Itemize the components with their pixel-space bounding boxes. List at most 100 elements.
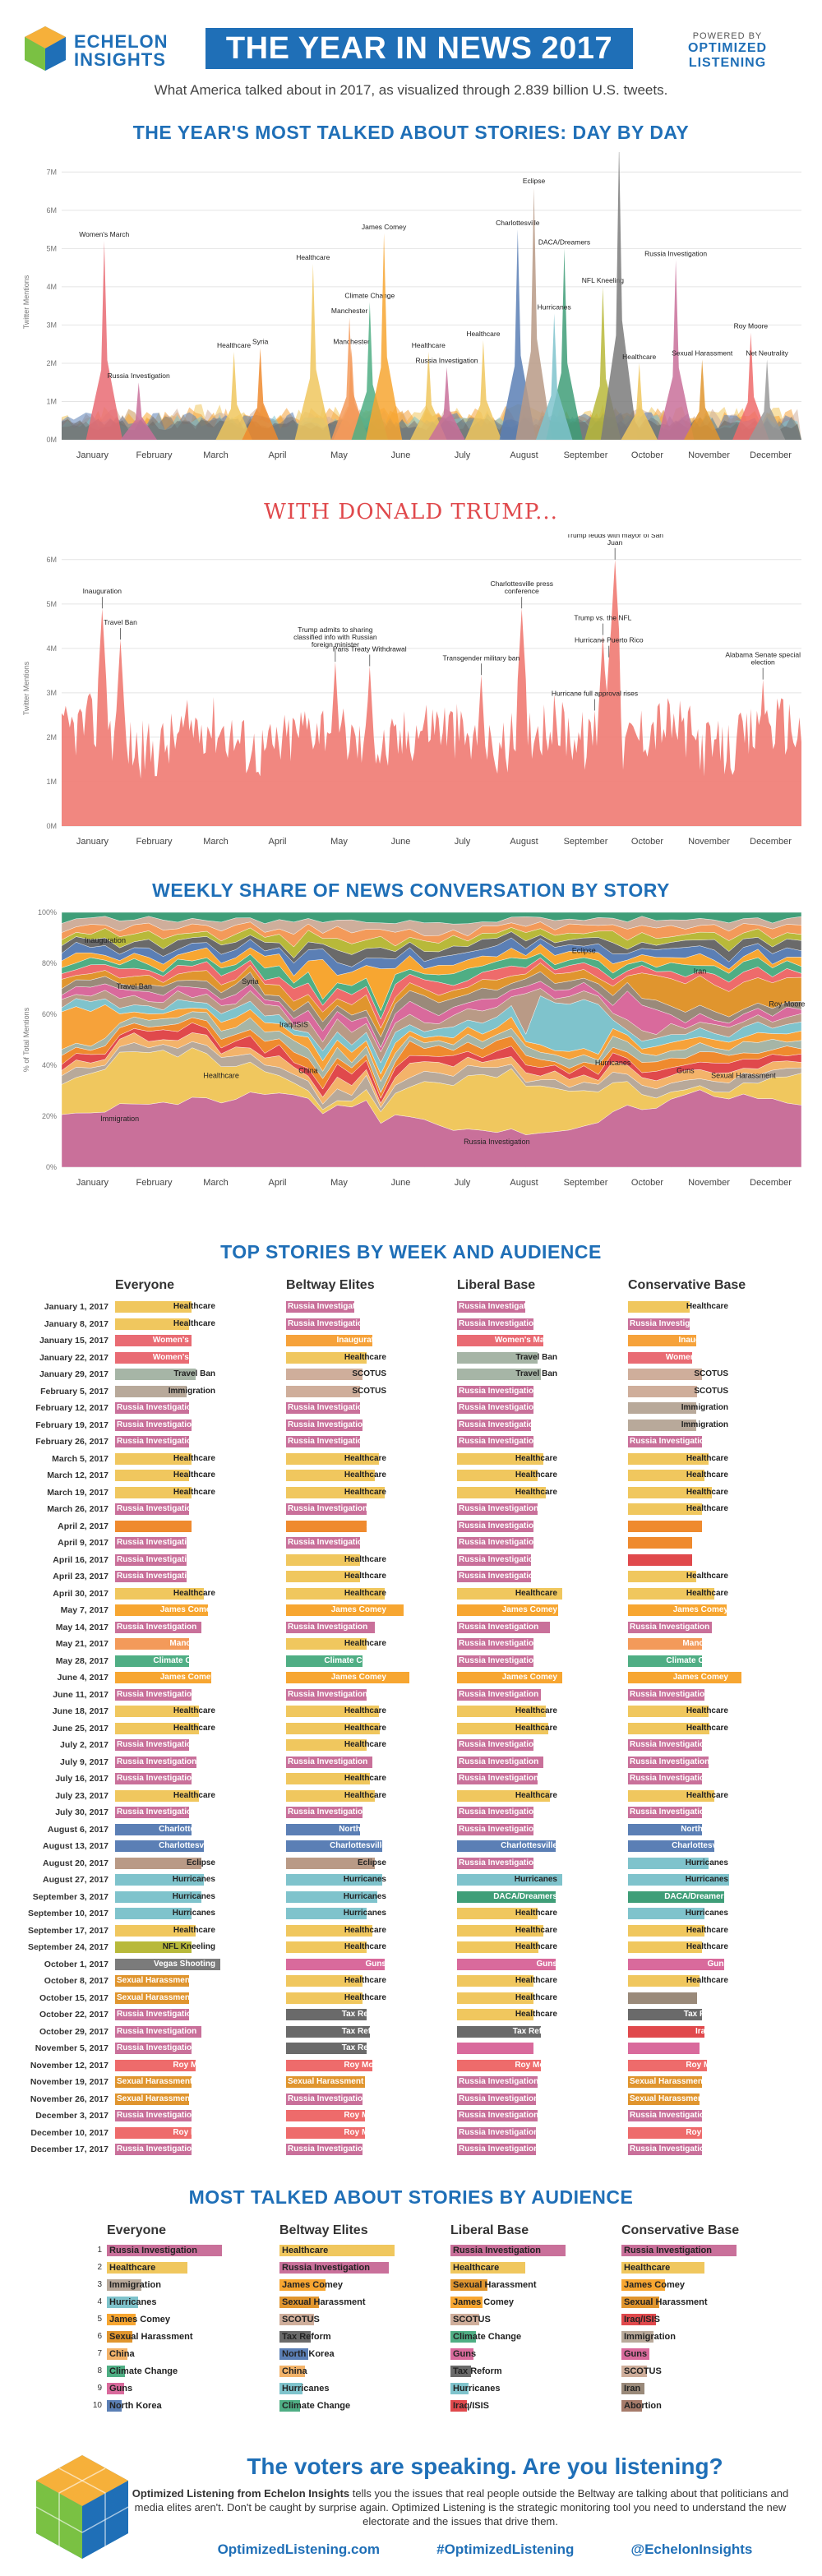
x-tick-label: February <box>136 1178 173 1188</box>
audience-story-bar <box>621 2245 737 2256</box>
week-story-label: Hurricanes <box>685 1875 728 1884</box>
week-story-label: Immigration <box>168 1386 215 1396</box>
audience-story-bar <box>279 2314 314 2325</box>
week-story-bar <box>628 1739 702 1751</box>
week-story-bar <box>115 2043 192 2054</box>
audience-story-bar <box>107 2348 128 2360</box>
week-date-label: September 10, 2017 <box>27 1909 109 1918</box>
audience-story-label: Russia Investigation <box>624 2246 712 2255</box>
y-tick-label: 6M <box>46 556 57 564</box>
spike-label: James Comey <box>362 223 407 231</box>
x-tick-label: January <box>76 837 109 847</box>
week-story-bar <box>457 1436 533 1447</box>
spike-label: Net Neutrality <box>746 349 788 357</box>
spike-label: Climate Change <box>344 292 395 300</box>
week-story-bar <box>457 1537 533 1549</box>
week-story-bar <box>457 1874 562 1886</box>
week-story-bar <box>286 1672 409 1683</box>
x-tick-label: May <box>330 837 348 847</box>
week-story-bar <box>115 1739 189 1751</box>
audience-story-label: James Comey <box>109 2315 170 2324</box>
week-story-label: Russia Investigation <box>117 1807 197 1817</box>
week-story-bar <box>115 1672 211 1683</box>
audience-story-bar <box>279 2262 389 2274</box>
week-story-label: Healthcare <box>515 1909 557 1918</box>
twitter-handle-link[interactable]: @EchelonInsights <box>630 2541 753 2557</box>
week-date-label: August 13, 2017 <box>43 1841 109 1851</box>
week-story-label: Manchester <box>682 1639 728 1648</box>
spike-label: Women's March <box>79 230 129 238</box>
audience-story-label: Sexual Harassment <box>282 2297 366 2307</box>
audience-story-label: James Comey <box>624 2280 685 2290</box>
week-story-bar <box>115 1908 192 1919</box>
event-label: Transgender military ban <box>443 653 520 662</box>
week-story-bar <box>628 1874 729 1886</box>
story-spike <box>515 187 552 440</box>
week-story-bar <box>628 2043 700 2054</box>
week-date-label: November 12, 2017 <box>30 2060 109 2070</box>
week-story-label: Eclipse <box>186 1858 215 1867</box>
week-story-bar <box>457 2110 538 2121</box>
week-story-label: Healthcare <box>515 1453 557 1463</box>
week-story-label: Roy Moore <box>686 2127 728 2137</box>
x-tick-label: December <box>750 837 792 847</box>
week-story-bar <box>628 1385 697 1397</box>
week-date-label: August 27, 2017 <box>43 1875 109 1885</box>
week-story-label: Russia Investigation <box>459 1757 539 1766</box>
week-story-label: Climate Change <box>666 1655 728 1665</box>
week-story-label: Russia Investigation <box>117 1538 197 1547</box>
week-story-bar <box>457 1958 556 1970</box>
week-story-bar <box>457 1571 531 1582</box>
week-story-bar <box>115 1452 192 1465</box>
week-story-bar <box>286 1452 379 1465</box>
echelon-cube-icon <box>35 2455 129 2559</box>
y-tick-label: 2M <box>46 359 57 367</box>
story-spike <box>748 359 786 440</box>
story-spike <box>120 382 157 440</box>
audience-story-label: James Comey <box>282 2280 343 2290</box>
footer-links: OptimizedListening.com #OptimizedListeni… <box>189 2541 781 2558</box>
week-story-label: Healthcare <box>686 1487 728 1497</box>
audience-story-bar <box>107 2279 141 2291</box>
week-story-bar <box>286 1992 363 2004</box>
week-story-label: Healthcare <box>686 1588 728 1598</box>
week-date-label: May 14, 2017 <box>55 1622 109 1632</box>
week-story-label: James Comey <box>501 1605 557 1614</box>
event-label: Inauguration <box>83 587 122 595</box>
week-story-label: Healthcare <box>344 1790 386 1800</box>
website-link[interactable]: OptimizedListening.com <box>217 2541 380 2557</box>
audience-story-label: China <box>282 2366 307 2376</box>
week-date-label: July 9, 2017 <box>60 1757 109 1767</box>
x-tick-label: April <box>268 837 286 847</box>
week-date-label: February 12, 2017 <box>35 1403 109 1413</box>
story-spike <box>732 332 769 440</box>
week-story-bar <box>286 1638 367 1650</box>
week-story-bar <box>628 1436 702 1447</box>
week-story-bar <box>286 1351 367 1364</box>
audience-column-header: Everyone <box>107 2223 167 2237</box>
week-story-bar <box>628 1402 696 1414</box>
x-tick-label: August <box>510 837 538 847</box>
y-tick-label: 3M <box>46 689 57 697</box>
logo-line-1: ECHELON <box>74 31 169 52</box>
week-story-bar <box>115 1890 201 1903</box>
audience-story-bar <box>107 2400 122 2412</box>
week-story-label: Russia Investigation <box>630 1774 710 1783</box>
week-date-label: April 23, 2017 <box>53 1572 109 1581</box>
week-story-label: Guns <box>707 1959 728 1969</box>
audience-story-label: Sexual Harassment <box>453 2280 537 2290</box>
audience-story-bar <box>450 2262 525 2274</box>
audience-story-bar <box>450 2279 487 2291</box>
week-date-label: January 8, 2017 <box>44 1318 109 1329</box>
week-story-bar <box>286 1537 360 1549</box>
rank-number: 5 <box>97 2315 102 2324</box>
week-story-label: Russia Investigation <box>288 1420 368 1429</box>
week-story-label: Immigration <box>681 1420 728 1429</box>
story-spike <box>294 264 331 440</box>
week-story-label: Russia Investigation <box>117 2026 197 2036</box>
hashtag-link[interactable]: #OptimizedListening <box>436 2541 575 2557</box>
week-story-label: Guns <box>365 1959 386 1969</box>
week-story-label: Russia Investigation <box>459 1521 539 1530</box>
week-date-label: November 19, 2017 <box>30 2077 109 2087</box>
week-story-bar <box>628 1301 690 1313</box>
